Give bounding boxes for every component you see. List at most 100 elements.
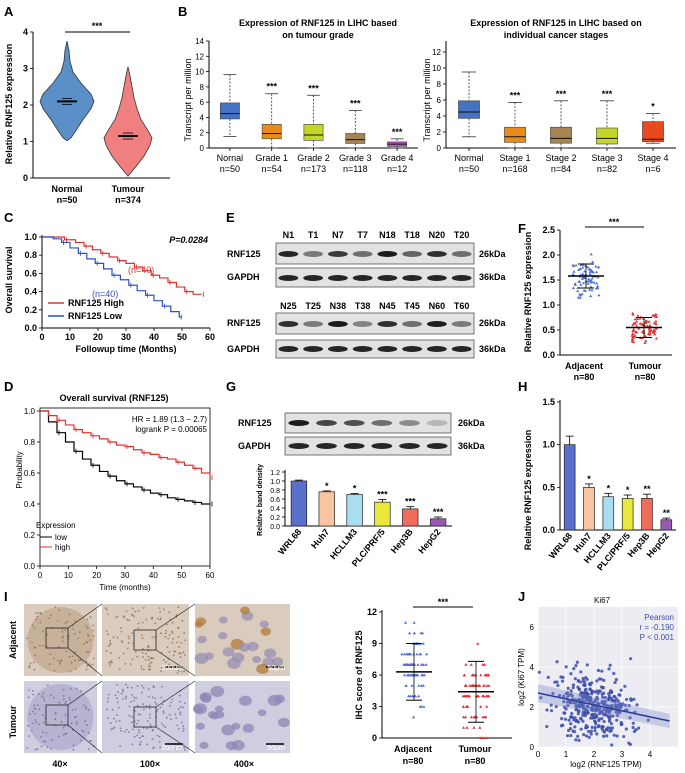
panel-i-cell: [159, 611, 161, 614]
panel-i-cell: [278, 717, 290, 728]
panel-f-point: [571, 286, 576, 289]
panel-f-point: [576, 295, 580, 299]
panel-i-cell: [36, 615, 39, 618]
panel-i-point: [417, 684, 421, 687]
panel-i-cell: [34, 719, 37, 721]
panel-e-rnf125-band: [303, 321, 324, 327]
panel-j-point: [564, 665, 568, 669]
panel-i-cell: [59, 663, 62, 665]
panel-j-point: [574, 664, 578, 668]
panel-g-bar-plc-prf-5: [374, 501, 391, 527]
panel-i-cell: [91, 663, 94, 666]
panel-i-cell: [177, 708, 180, 710]
panel-j-point: [595, 732, 599, 736]
panel-i-zoom-line: [67, 647, 103, 677]
panel-i-cell: [48, 663, 51, 666]
panel-i-point: [471, 673, 475, 677]
panel-i-cell: [168, 714, 171, 716]
panel-i-cell: [109, 639, 112, 642]
panel-d-legend-low: low: [55, 533, 67, 542]
panel-i-cell: [182, 730, 184, 732]
panel-i-cell: [131, 632, 134, 635]
panel-b-grade-box-1: [219, 102, 240, 120]
panel-i-cell: [136, 685, 139, 687]
panel-e-rnf125-band: [377, 321, 398, 327]
panel-i-cell: [57, 645, 60, 648]
panel-i-point: [464, 694, 468, 698]
panel-b-grade-category-label: Nornal: [217, 153, 244, 163]
panel-i-cell: [179, 656, 182, 658]
panel-j-point: [561, 694, 566, 698]
panel-i-cell: [240, 606, 250, 615]
panel-i-cell: [27, 724, 30, 727]
panel-f-point: [654, 315, 659, 318]
panel-f-point: [590, 260, 595, 264]
panel-i-cell: [56, 619, 59, 622]
panel-b-grade-ytick-label: 2: [200, 129, 205, 138]
panel-j-point: [588, 699, 592, 703]
panel-e-rnf125-band: [402, 251, 423, 257]
panel-e-gapdh-band: [327, 346, 348, 352]
panel-f-point: [590, 269, 595, 273]
panel-i-point: [404, 684, 408, 687]
panel-f-point: [652, 328, 656, 332]
panel-j-point: [560, 717, 564, 721]
panel-j-point: [569, 689, 573, 693]
panel-i-zoom-line: [67, 680, 103, 706]
panel-i-cell: [176, 641, 179, 644]
panel-i-cell: [82, 704, 85, 707]
panel-i-cell: [38, 723, 41, 726]
panel-d-xtick-label: 10: [64, 571, 73, 580]
panel-i-cell: [31, 690, 34, 692]
panel-i-cell: [69, 698, 72, 701]
panel-b-grade-box-3: [303, 124, 324, 141]
panel-i-cell: [110, 660, 113, 663]
panel-e-rnf125-band: [402, 321, 423, 327]
panel-i-cell: [162, 659, 165, 661]
panel-i-cell: [44, 740, 47, 743]
panel-i-point: [462, 673, 467, 677]
panel-i-cell: [168, 663, 171, 666]
panel-j-point: [559, 675, 563, 679]
panel-g-sig: ***: [405, 497, 416, 507]
panel-b-stage-count-label: n=168: [502, 164, 527, 174]
panel-e-lane-label: T60: [454, 301, 470, 311]
panel-b-stage-category-label: Stage 1: [499, 153, 530, 163]
panel-i-cell: [177, 606, 180, 609]
panel-g-category-label: WRL68: [276, 527, 303, 557]
panel-i-cell: [210, 685, 225, 697]
panel-i-cell: [126, 686, 129, 689]
panel-g-ytick-label: 1.0: [270, 479, 280, 486]
panel-i-cell: [160, 722, 163, 725]
panel-i-cell: [130, 701, 133, 703]
panel-i-cell: [45, 732, 48, 734]
panel-i-point: [478, 684, 482, 687]
panel-a-violin-tumour: [103, 66, 153, 177]
panel-i-cell: [173, 748, 176, 751]
panel-i-cell: [256, 663, 269, 675]
panel-f-ytick-label: 2.0: [542, 250, 555, 260]
panel-f-point: [590, 280, 594, 283]
panel-j-point: [584, 726, 588, 730]
panel-i-cell: [61, 637, 64, 639]
panel-i-cell: [113, 726, 116, 729]
panel-e-gapdh-band: [278, 346, 299, 352]
panel-g-blot-and-bars: RNF125 GAPDH 26kDa 36kDa Relative band d…: [238, 412, 486, 569]
panel-i-cell: [92, 657, 95, 660]
panel-i-cell: [120, 630, 123, 633]
panel-j-point: [576, 678, 581, 683]
panel-d-ylabel: Probability: [15, 451, 24, 488]
panel-i-point: [482, 684, 486, 687]
panel-j-point: [631, 725, 635, 730]
panel-e-row1-rnf125: RNF125: [227, 249, 261, 259]
panel-j-point: [612, 733, 616, 737]
panel-f-point: [586, 265, 590, 269]
panel-d-ytick-label: 0.2: [24, 531, 36, 540]
panel-i-cell: [118, 668, 121, 671]
panel-a-cat-tumour: Tumour: [112, 184, 145, 194]
panel-j-point: [574, 719, 578, 723]
panel-i-cell: [225, 741, 238, 751]
panel-i-cell: [120, 627, 122, 629]
panel-i-cell: [151, 696, 154, 699]
panel-i-cell: [183, 632, 186, 634]
